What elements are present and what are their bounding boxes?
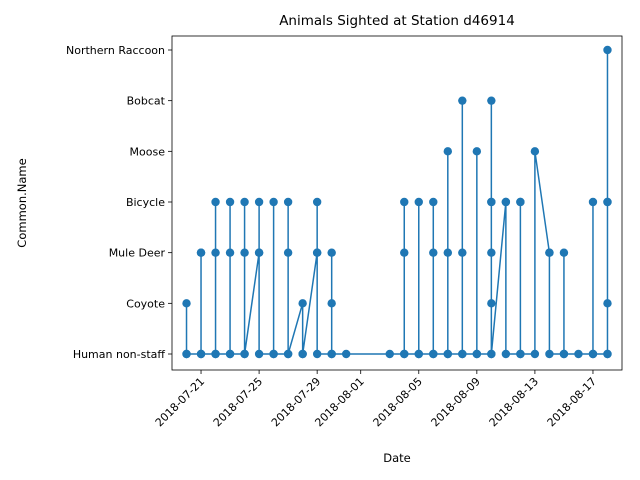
plot-area bbox=[171, 35, 623, 371]
data-point bbox=[327, 299, 336, 308]
data-point bbox=[588, 349, 598, 359]
data-point bbox=[487, 248, 496, 257]
data-point bbox=[501, 349, 511, 359]
data-point bbox=[400, 248, 409, 257]
y-axis: Human non-staff Coyote Mule Deer Bicycle Moo… bbox=[66, 44, 172, 361]
data-point bbox=[443, 349, 453, 359]
data-point bbox=[225, 197, 235, 207]
data-point bbox=[283, 197, 293, 207]
data-point bbox=[400, 349, 409, 359]
data-point bbox=[458, 349, 467, 359]
data-point bbox=[559, 248, 569, 257]
data-point bbox=[240, 349, 249, 359]
data-point bbox=[327, 248, 336, 257]
data-point bbox=[603, 299, 612, 308]
series-layer bbox=[182, 45, 612, 359]
y-tick-label: Coyote bbox=[126, 297, 165, 310]
data-point bbox=[312, 248, 322, 257]
data-point bbox=[603, 45, 612, 55]
data-point bbox=[443, 248, 453, 257]
data-point bbox=[574, 349, 583, 359]
x-axis-label: Date bbox=[383, 451, 411, 465]
data-point bbox=[240, 248, 249, 257]
data-point bbox=[211, 248, 220, 257]
x-axis: 2018-07-21 2018-07-25 2018-07-292018-08-01… bbox=[153, 370, 599, 429]
data-point bbox=[472, 349, 482, 359]
y-tick-label: Moose bbox=[130, 145, 166, 158]
data-point bbox=[487, 96, 496, 105]
data-point bbox=[327, 349, 336, 359]
y-tick-label: Bobcat bbox=[127, 95, 166, 108]
data-point bbox=[283, 248, 293, 257]
data-point bbox=[182, 299, 191, 308]
data-point bbox=[312, 349, 322, 359]
data-point bbox=[516, 197, 525, 207]
y-tick-label: Mule Deer bbox=[109, 247, 166, 260]
data-point bbox=[414, 349, 423, 359]
data-point bbox=[225, 248, 235, 257]
y-tick-label: Human non-staff bbox=[73, 348, 166, 361]
data-point bbox=[443, 147, 453, 156]
data-point bbox=[312, 197, 322, 207]
chart-title: Animals Sighted at Station d46914 bbox=[279, 13, 515, 29]
x-tick-label: 2018-08-13 bbox=[487, 375, 541, 429]
data-point bbox=[559, 349, 569, 359]
data-point bbox=[254, 349, 264, 359]
data-point bbox=[487, 197, 496, 207]
y-tick-label: Bicycle bbox=[126, 196, 165, 209]
data-point bbox=[472, 147, 482, 156]
y-tick-label: Northern Raccoon bbox=[66, 44, 165, 57]
data-point bbox=[211, 197, 220, 207]
data-point bbox=[400, 197, 409, 207]
data-point bbox=[269, 197, 278, 207]
data-point bbox=[254, 197, 264, 207]
plot-frame bbox=[171, 35, 623, 371]
x-tick-label: 2018-08-09 bbox=[429, 375, 483, 429]
data-point bbox=[283, 349, 293, 359]
x-tick-label: 2018-08-17 bbox=[545, 375, 599, 429]
data-point bbox=[588, 197, 598, 207]
data-point bbox=[298, 349, 307, 359]
data-point bbox=[414, 197, 423, 207]
data-point bbox=[240, 197, 249, 207]
data-point bbox=[211, 349, 220, 359]
data-point bbox=[458, 96, 467, 105]
data-point bbox=[487, 349, 496, 359]
data-point bbox=[530, 349, 540, 359]
data-point bbox=[487, 299, 496, 308]
data-point bbox=[429, 349, 438, 359]
data-point bbox=[385, 349, 394, 359]
data-point bbox=[530, 147, 540, 156]
data-point bbox=[603, 349, 612, 359]
data-point bbox=[225, 349, 235, 359]
data-point bbox=[196, 349, 206, 359]
data-point bbox=[429, 248, 438, 257]
data-point bbox=[501, 197, 511, 207]
data-point bbox=[545, 349, 554, 359]
data-point bbox=[545, 248, 554, 257]
data-point bbox=[516, 349, 525, 359]
data-point bbox=[254, 248, 264, 257]
x-tick-label: 2018-07-25 bbox=[211, 375, 265, 429]
x-tick-label: 2018-08-05 bbox=[370, 375, 424, 429]
data-point bbox=[458, 248, 467, 257]
data-point bbox=[182, 349, 191, 359]
data-point bbox=[429, 197, 438, 207]
series-line bbox=[185, 49, 609, 355]
data-point bbox=[341, 349, 351, 359]
y-axis-label: Common.Name bbox=[15, 158, 29, 247]
x-tick-label: 2018-07-21 bbox=[153, 375, 207, 429]
data-point bbox=[269, 349, 278, 359]
data-point bbox=[298, 299, 307, 308]
data-point bbox=[603, 197, 612, 207]
data-point bbox=[196, 248, 206, 257]
